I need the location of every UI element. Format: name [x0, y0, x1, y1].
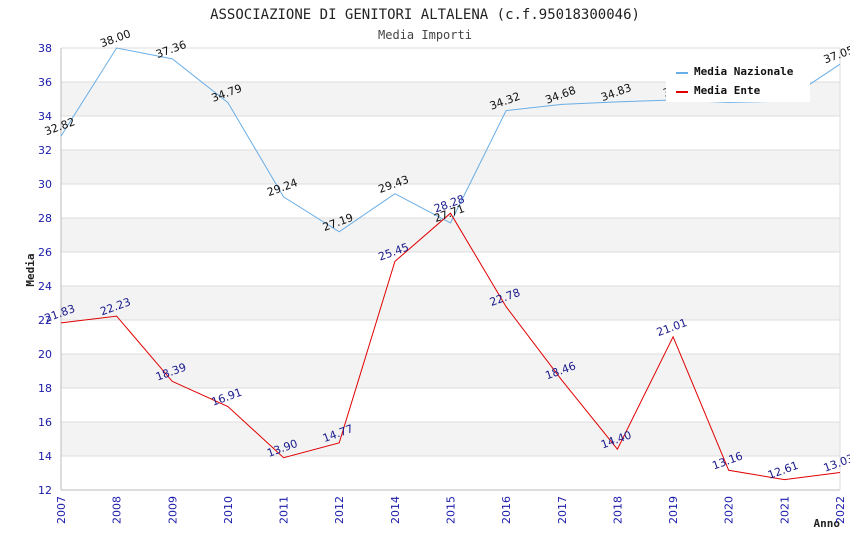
- x-tick-label: 2020: [723, 496, 736, 524]
- x-tick-label: 2015: [445, 496, 458, 524]
- grid-band: [61, 354, 840, 388]
- y-tick-label: 12: [38, 484, 52, 497]
- legend-label-media-nazionale: Media Nazionale: [694, 65, 794, 78]
- chart-title: ASSOCIAZIONE DI GENITORI ALTALENA (c.f.9…: [210, 7, 640, 23]
- grid-band: [61, 286, 840, 320]
- y-tick-label: 32: [38, 144, 52, 157]
- y-tick-label: 16: [38, 416, 52, 429]
- x-tick-label: 2011: [278, 496, 291, 524]
- legend-background: [666, 58, 810, 102]
- x-axis-title: Anno: [814, 517, 841, 530]
- x-tick-label: 2009: [166, 496, 179, 524]
- y-tick-label: 34: [38, 110, 52, 123]
- x-tick-label: 2010: [222, 496, 235, 524]
- y-tick-label: 18: [38, 382, 52, 395]
- grid-band: [61, 218, 840, 252]
- y-tick-labels: 12 14 16 18 20 22 24 26 28 30 32 34 36 38: [38, 42, 52, 497]
- data-label: 38.00: [98, 27, 132, 50]
- series-line-media-ente: [60, 212, 841, 481]
- grid-band: [61, 422, 840, 456]
- x-tick-label: 2019: [667, 496, 680, 524]
- x-tick-labels: 2007 2008 2009 2010 2011 2012 2014 2015 2016 2017…: [55, 496, 847, 524]
- y-tick-label: 20: [38, 348, 52, 361]
- x-tick-label: 2021: [778, 496, 791, 524]
- x-tick-label: 2018: [611, 496, 624, 524]
- legend-label-media-ente: Media Ente: [694, 84, 761, 97]
- y-tick-label: 24: [38, 280, 52, 293]
- x-tick-label: 2008: [111, 496, 124, 524]
- y-axis-title: Media: [24, 253, 37, 286]
- data-label: 37.36: [154, 38, 188, 61]
- x-tick-label: 2017: [556, 496, 569, 524]
- x-tick-label: 2014: [389, 496, 402, 524]
- y-tick-label: 22: [38, 314, 52, 327]
- y-tick-label: 36: [38, 76, 52, 89]
- data-label: 37.05: [822, 43, 850, 66]
- y-tick-label: 28: [38, 212, 52, 225]
- x-tick-label: 2007: [55, 496, 68, 524]
- x-tick-label: 2022: [834, 496, 847, 524]
- y-tick-label: 30: [38, 178, 52, 191]
- chart-subtitle: Media Importi: [378, 28, 472, 42]
- grid-bands: [61, 82, 840, 456]
- y-tick-label: 26: [38, 246, 52, 259]
- y-tick-label: 14: [38, 450, 52, 463]
- data-label: 16.91: [210, 386, 244, 409]
- x-tick-label: 2012: [333, 496, 346, 524]
- grid-band: [61, 150, 840, 184]
- y-tick-label: 38: [38, 42, 52, 55]
- x-tick-label: 2016: [500, 496, 513, 524]
- legend: Media Nazionale Media Ente: [666, 58, 810, 102]
